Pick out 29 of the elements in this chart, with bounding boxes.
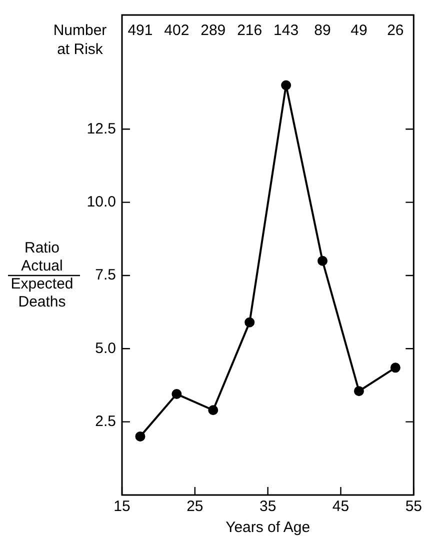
x-axis-title: Years of Age — [226, 519, 310, 536]
y-tick-label: 2.5 — [95, 412, 116, 430]
point — [208, 405, 218, 416]
point — [135, 431, 146, 442]
annotation: 26 — [387, 22, 404, 40]
point — [318, 256, 328, 266]
annotation: 216 — [237, 22, 262, 40]
annotation: 491 — [128, 22, 153, 40]
annotation: 89 — [314, 22, 331, 40]
text: Number at Risk — [53, 22, 107, 58]
annotation: 289 — [200, 22, 226, 40]
y-tick-label: 10.0 — [86, 193, 116, 210]
annotation: 402 — [164, 22, 190, 40]
y-tick-label: 7.5 — [95, 266, 116, 284]
point — [244, 317, 255, 328]
point — [390, 362, 400, 373]
x-tick-label: 55 — [405, 498, 422, 516]
x-tick-label: 15 — [114, 498, 130, 516]
y-tick-label: 12.5 — [86, 120, 116, 138]
point — [354, 386, 364, 396]
x-tick-label: 25 — [186, 498, 204, 516]
y-tick-label: 5.0 — [95, 340, 116, 357]
x-tick-label: 45 — [332, 498, 350, 516]
annotation: 143 — [274, 22, 299, 40]
annotation: 49 — [350, 22, 368, 40]
point — [281, 80, 292, 90]
point — [172, 389, 182, 400]
y-axis-title: Ratio Actual Expected Deaths — [10, 240, 74, 311]
x-tick-label: 35 — [259, 498, 276, 516]
